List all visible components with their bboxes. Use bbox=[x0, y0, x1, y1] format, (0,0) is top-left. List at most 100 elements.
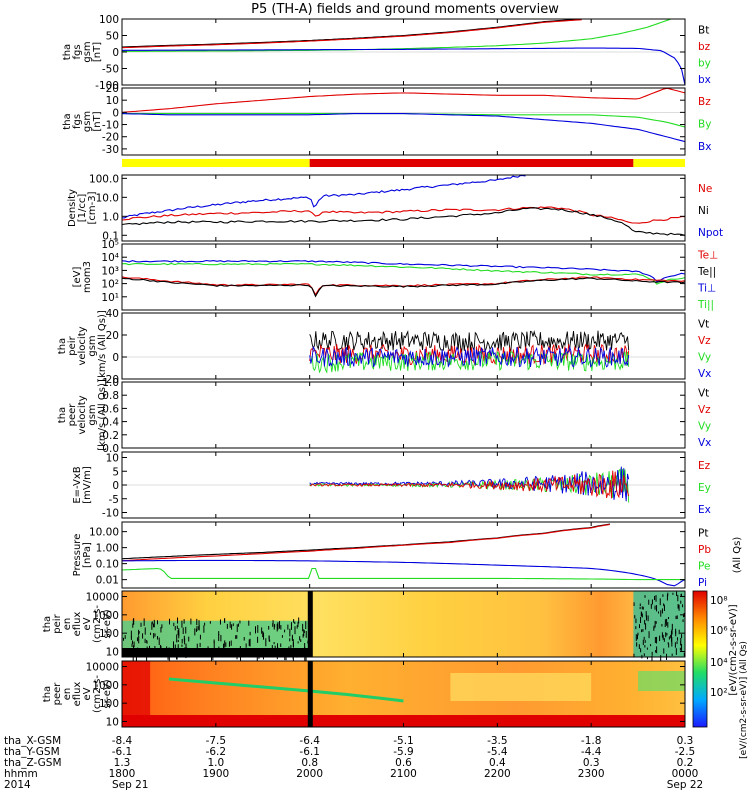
fgs-gsm-2-ylabel: [nT] bbox=[92, 111, 103, 131]
peir-velocity-ylabel: peir bbox=[67, 335, 78, 355]
peir-noise-mark bbox=[653, 625, 655, 629]
peir-noise-floor bbox=[122, 648, 310, 657]
peir-noise-mark bbox=[211, 656, 213, 662]
fgs-gsm-1-legend-bx: bx bbox=[698, 74, 711, 86]
peir-noise-mark bbox=[184, 647, 186, 656]
peer-velocity-legend-Vy: Vy bbox=[698, 420, 711, 432]
peer-velocity-legend-Vz: Vz bbox=[698, 404, 711, 416]
pressure-legend-Pb: Pb bbox=[698, 544, 711, 556]
peir-noise-mark bbox=[122, 637, 124, 641]
pressure-legend-Pi: Pi bbox=[698, 577, 707, 589]
peir-noise-mark bbox=[157, 635, 159, 640]
density-frame bbox=[121, 174, 686, 242]
peir-noise-mark bbox=[656, 646, 658, 654]
xaxis-value: 0.3 bbox=[677, 735, 694, 747]
peir-velocity-ylabel: gsm bbox=[87, 335, 98, 356]
peir-noise-mark bbox=[134, 649, 136, 658]
xaxis-row-label: tha_X-GSM bbox=[4, 735, 61, 747]
peir-noise-mark bbox=[203, 625, 205, 633]
peir-noise-mark bbox=[223, 643, 225, 651]
xaxis-value: -3.5 bbox=[487, 735, 508, 747]
peir-noise-mark bbox=[138, 629, 140, 636]
peir-noise-mark bbox=[641, 613, 643, 618]
peer-late-band bbox=[638, 671, 685, 691]
peir-noise-mark bbox=[146, 654, 148, 663]
peir-noise-mark bbox=[660, 610, 662, 617]
moms-temp-legend-Te⊥: Te⊥ bbox=[697, 249, 718, 261]
peir-noise-mark bbox=[232, 623, 234, 627]
peir-noise-mark bbox=[213, 641, 215, 649]
peir-noise-mark bbox=[279, 621, 281, 629]
peer-velocity-ylabel: [km/s (All Qs)] bbox=[97, 379, 108, 451]
peir-noise-mark bbox=[231, 624, 233, 630]
peir-noise-mark bbox=[218, 631, 220, 636]
peir-noise-mark bbox=[292, 653, 294, 660]
peir-noise-mark bbox=[239, 646, 241, 649]
xaxis-value: -6.1 bbox=[299, 746, 320, 758]
peir-noise-mark bbox=[641, 606, 643, 610]
fgs-gsm-1-ytick-label: 0 bbox=[112, 47, 119, 59]
peir-noise-mark bbox=[199, 634, 201, 640]
peir-noise-mark bbox=[183, 648, 185, 653]
peir-velocity-frame bbox=[121, 312, 686, 380]
density-ytick-label: 1.0 bbox=[102, 211, 119, 223]
peir-noise-mark bbox=[261, 627, 263, 634]
peer-early-band bbox=[122, 661, 151, 727]
peir-noise-mark bbox=[676, 591, 678, 597]
fgs-gsm-2-ytick-label: -30 bbox=[102, 144, 119, 156]
peir-noise-mark bbox=[645, 611, 647, 617]
peir-noise-mark bbox=[644, 619, 646, 625]
peir-noise-mark bbox=[676, 641, 678, 645]
xaxis-value: 1.0 bbox=[207, 757, 224, 769]
peir-noise-mark bbox=[133, 641, 135, 648]
peir-noise-mark bbox=[639, 603, 641, 607]
state-bar-segment bbox=[309, 159, 634, 167]
peer-spec-ylabel: eflux bbox=[72, 682, 83, 707]
peir-noise-mark bbox=[185, 626, 187, 634]
peir-noise-mark bbox=[671, 637, 673, 644]
peir-noise-mark bbox=[140, 622, 142, 627]
peir-velocity-ytick-label: -20 bbox=[102, 374, 119, 386]
peir-noise-mark bbox=[263, 632, 265, 640]
peir-noise-mark bbox=[646, 656, 648, 660]
fgs-gsm-1-ylabel: [nT] bbox=[92, 42, 103, 62]
peir-noise-mark bbox=[230, 640, 232, 646]
peir-noise-mark bbox=[138, 631, 140, 634]
peir-spec-data-gap bbox=[307, 591, 313, 657]
peir-noise-mark bbox=[168, 654, 170, 662]
peir-noise-mark bbox=[204, 652, 206, 655]
peir-noise-mark bbox=[284, 656, 286, 661]
xaxis-value: 0.4 bbox=[489, 757, 506, 769]
peir-noise-mark bbox=[280, 625, 282, 630]
peir-noise-mark bbox=[642, 639, 644, 646]
peir-noise-mark bbox=[633, 653, 635, 658]
xaxis-value: 0000 bbox=[672, 768, 699, 780]
peer-velocity-ylabel: tha bbox=[57, 407, 68, 423]
peir-noise-mark bbox=[662, 594, 664, 597]
moms-temp-series-Te|| bbox=[121, 277, 686, 298]
peir-noise-mark bbox=[284, 629, 286, 633]
xaxis-value: -2.5 bbox=[675, 746, 696, 758]
state-bar-segment bbox=[122, 159, 310, 167]
peir-velocity-legend-Vx: Vx bbox=[698, 368, 711, 380]
moms-temp-legend-Te||: Te|| bbox=[697, 266, 716, 278]
peir-noise-mark bbox=[199, 648, 201, 655]
peir-noise-mark bbox=[272, 623, 274, 627]
e-field-ytick-label: 5 bbox=[112, 466, 119, 478]
xaxis-row-label: 2014 bbox=[4, 779, 31, 791]
moms-temp-series-Ti⊥ bbox=[121, 259, 686, 283]
xaxis-value: -8.4 bbox=[112, 735, 133, 747]
peir-noise-mark bbox=[204, 622, 206, 626]
density-ytick-label: 100.0 bbox=[89, 173, 119, 185]
peir-noise-mark bbox=[663, 648, 665, 654]
peir-noise-mark bbox=[281, 635, 283, 638]
peir-noise-mark bbox=[666, 594, 668, 601]
peir-noise-mark bbox=[226, 623, 228, 629]
fgs-gsm-1-series-by bbox=[122, 18, 672, 52]
peir-noise-mark bbox=[305, 631, 307, 638]
peir-noise-mark bbox=[659, 635, 661, 642]
peir-noise-mark bbox=[291, 634, 293, 641]
xaxis-row-label: tha_Z-GSM bbox=[4, 757, 62, 769]
peir-noise-mark bbox=[182, 627, 184, 635]
peir-noise-mark bbox=[240, 655, 242, 661]
